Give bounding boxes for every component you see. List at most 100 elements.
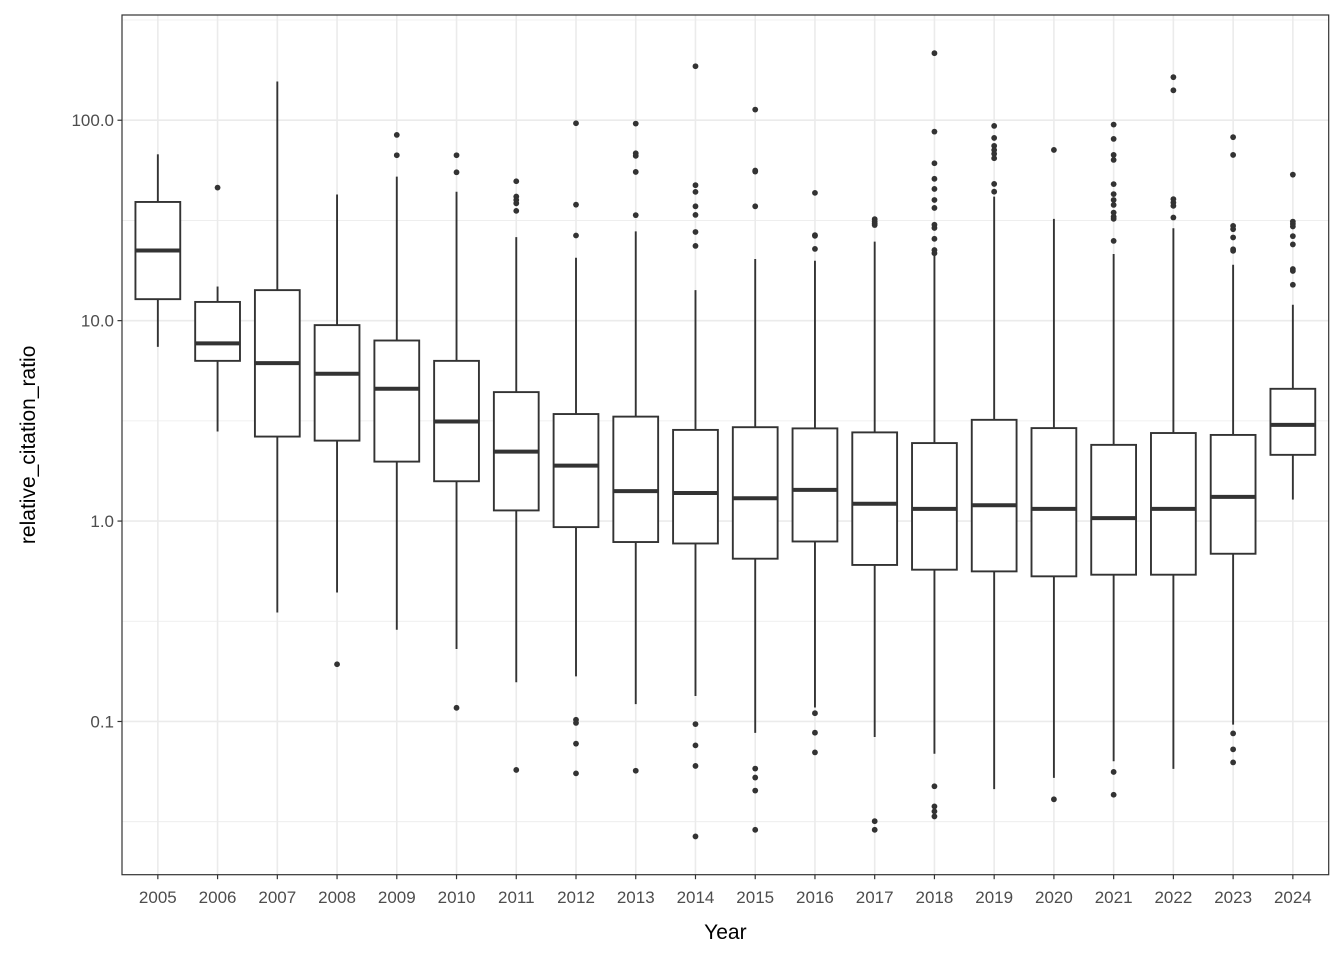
box-2005	[134, 154, 182, 347]
x-tick-label: 2013	[617, 888, 655, 907]
iqr-box	[1209, 433, 1257, 555]
outlier-point	[752, 826, 759, 833]
iqr-box	[194, 300, 241, 362]
x-tick-label: 2024	[1274, 888, 1312, 907]
outlier-point	[991, 142, 998, 149]
box-2006	[194, 184, 241, 432]
x-tick-label: 2008	[318, 888, 356, 907]
outlier-point	[931, 783, 938, 790]
box-2020	[1030, 147, 1078, 803]
box-2012	[552, 120, 600, 777]
outlier-point	[513, 207, 520, 214]
outlier-point	[1230, 226, 1237, 233]
iqr-box	[313, 324, 361, 442]
panel-border	[121, 14, 1330, 876]
x-tick-label: 2014	[677, 888, 715, 907]
outlier-point	[1230, 234, 1237, 241]
x-tick-label: 2016	[796, 888, 834, 907]
outlier-point	[573, 201, 579, 208]
iqr-box	[1090, 443, 1137, 576]
outlier-point	[1170, 87, 1177, 94]
iqr-box	[911, 442, 958, 571]
outlier-point	[573, 120, 579, 127]
iqr-box	[970, 418, 1018, 573]
outlier-point	[1110, 156, 1117, 163]
outlier-point	[1110, 237, 1117, 244]
outlier-point	[931, 186, 938, 192]
box-2010	[433, 152, 480, 711]
outlier-point	[812, 232, 818, 239]
outlier-point	[752, 765, 759, 772]
outlier-point	[214, 184, 221, 191]
outlier-point	[812, 749, 818, 756]
outlier-point	[991, 188, 998, 195]
y-tick-label: 10.0	[81, 312, 114, 331]
box-2021	[1090, 121, 1137, 798]
outlier-point	[1289, 268, 1296, 274]
outlier-point	[1230, 730, 1237, 737]
x-tick-label: 2017	[856, 888, 894, 907]
y-tick-label: 100.0	[71, 111, 114, 130]
box-2007	[253, 81, 301, 613]
box-2022	[1150, 74, 1197, 769]
iqr-box	[791, 427, 839, 543]
x-tick-label: 2012	[557, 888, 595, 907]
iqr-box	[612, 415, 660, 543]
outlier-point	[573, 770, 579, 777]
outlier-point	[931, 50, 938, 57]
outlier-point	[1110, 135, 1117, 142]
outlier-point	[573, 740, 579, 747]
outlier-point	[1289, 281, 1296, 288]
outlier-point	[752, 787, 759, 794]
outlier-point	[931, 813, 938, 820]
outlier-point	[991, 135, 998, 141]
outlier-point	[991, 122, 998, 129]
outlier-point	[692, 188, 699, 195]
outlier-point	[1230, 247, 1237, 254]
outlier-point	[513, 200, 520, 207]
outlier-point	[931, 235, 938, 242]
outlier-point	[393, 131, 400, 138]
outlier-point	[752, 106, 759, 113]
outlier-point	[1110, 121, 1117, 128]
outlier-point	[931, 160, 938, 167]
iqr-box	[1030, 427, 1078, 578]
y-tick-label: 1.0	[90, 512, 114, 531]
outlier-point	[931, 205, 938, 211]
outlier-point	[1110, 209, 1117, 216]
outlier-point	[692, 229, 699, 235]
y-axis-title: relative_citation_ratio	[17, 346, 40, 544]
outlier-point	[334, 661, 340, 668]
iqr-box	[851, 431, 899, 566]
outlier-point	[931, 197, 938, 203]
outlier-point	[931, 225, 938, 231]
outlier-point	[991, 155, 998, 162]
outlier-point	[871, 826, 878, 833]
outlier-point	[692, 833, 699, 840]
x-tick-label: 2009	[378, 888, 416, 907]
outlier-point	[871, 818, 878, 825]
outlier-point	[1110, 791, 1117, 798]
x-tick-label: 2023	[1214, 888, 1252, 907]
outlier-point	[632, 212, 639, 219]
outlier-point	[812, 246, 818, 252]
outlier-point	[931, 175, 938, 182]
outlier-point	[513, 178, 520, 185]
box-2018	[911, 50, 958, 820]
box-2009	[373, 131, 421, 630]
outlier-point	[453, 169, 460, 176]
outlier-point	[692, 63, 699, 70]
outlier-point	[692, 763, 699, 769]
x-axis-title: Year	[704, 921, 746, 944]
outlier-point	[812, 729, 818, 736]
box-2017	[851, 216, 899, 833]
outlier-point	[632, 152, 639, 159]
outlier-point	[632, 767, 639, 774]
outlier-point	[513, 767, 520, 773]
outlier-point	[1230, 152, 1237, 158]
axes: 100.0 10.0 1.0 0.1 2005 2006 2007 2008 2009 2010 2…	[71, 111, 1311, 907]
x-tick-label: 2007	[258, 888, 296, 907]
x-tick-label: 2021	[1095, 888, 1133, 907]
outlier-point	[1289, 233, 1296, 240]
iqr-box	[373, 339, 421, 463]
